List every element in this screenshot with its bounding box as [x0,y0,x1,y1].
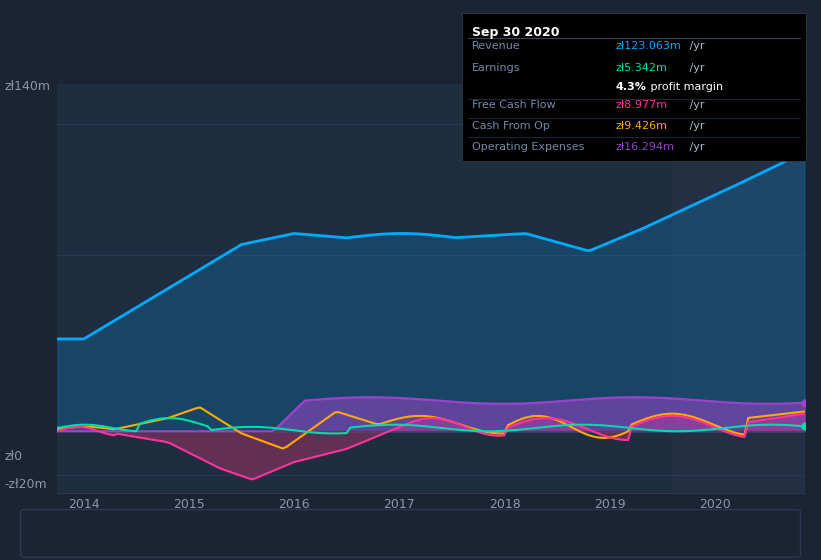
Text: profit margin: profit margin [647,82,723,92]
Text: Cash From Op: Cash From Op [470,534,557,547]
Text: -zł20m: -zł20m [4,478,47,491]
Text: ●: ● [296,533,308,548]
Text: Cash From Op: Cash From Op [472,121,550,131]
Text: /yr: /yr [686,100,704,110]
Text: Revenue: Revenue [472,41,521,52]
Bar [673,84,820,493]
Text: Operating Expenses: Operating Expenses [472,142,585,152]
Text: ●: ● [172,533,185,548]
Text: zł123.063m: zł123.063m [616,41,681,52]
Text: Earnings: Earnings [190,534,245,547]
Text: Revenue: Revenue [67,534,122,547]
Text: /yr: /yr [686,63,704,73]
Text: ●: ● [575,533,587,548]
Text: ●: ● [452,533,464,548]
Text: Sep 30 2020: Sep 30 2020 [472,26,560,39]
Text: Free Cash Flow: Free Cash Flow [472,100,556,110]
Text: zł8.977m: zł8.977m [616,100,667,110]
Text: /yr: /yr [686,142,704,152]
Text: zł9.426m: zł9.426m [616,121,667,131]
Text: zł140m: zł140m [4,80,50,94]
Text: Free Cash Flow: Free Cash Flow [314,534,407,547]
Text: ●: ● [49,533,62,548]
Text: Operating Expenses: Operating Expenses [593,534,719,547]
Text: 4.3%: 4.3% [616,82,647,92]
Text: /yr: /yr [686,41,704,52]
Text: Earnings: Earnings [472,63,521,73]
Text: zł5.342m: zł5.342m [616,63,667,73]
Text: /yr: /yr [686,121,704,131]
Text: zł0: zł0 [4,450,22,463]
Text: zł16.294m: zł16.294m [616,142,675,152]
